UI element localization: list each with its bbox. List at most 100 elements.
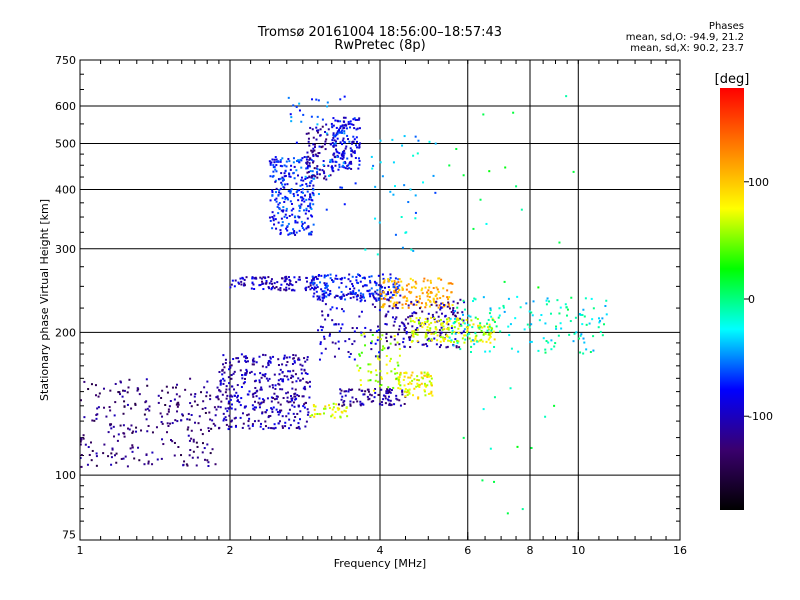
echo-point [359, 404, 362, 407]
echo-point [310, 176, 313, 179]
echo-point [556, 299, 559, 302]
echo-point [470, 319, 473, 322]
echo-point [422, 181, 425, 184]
echo-point [233, 285, 236, 288]
echo-point [273, 214, 276, 217]
echo-point [301, 188, 304, 191]
echo-point [324, 130, 327, 133]
echo-point [285, 415, 288, 418]
echo-point [157, 401, 160, 404]
echo-point [308, 385, 311, 388]
echo-point [190, 405, 193, 408]
echo-point [356, 294, 359, 297]
echo-point [323, 177, 326, 180]
echo-point [377, 298, 380, 301]
echo-point [279, 187, 282, 190]
echo-point [410, 374, 413, 377]
echo-point [312, 276, 315, 279]
echo-point [409, 292, 412, 295]
echo-point [145, 378, 148, 381]
echo-point [318, 295, 321, 298]
echo-point [287, 233, 290, 236]
echo-point [472, 339, 475, 342]
echo-point [492, 330, 495, 333]
echo-point [370, 370, 373, 373]
echo-point [450, 325, 453, 328]
echo-point [261, 282, 264, 285]
echo-point [349, 280, 352, 283]
echo-point [590, 297, 593, 300]
echo-point [400, 216, 403, 219]
echo-point [323, 282, 326, 285]
echo-point [272, 219, 275, 222]
echo-point [333, 143, 336, 146]
echo-point [297, 357, 300, 360]
echo-point [291, 381, 294, 384]
echo-point [236, 384, 239, 387]
echo-point [80, 438, 83, 441]
echo-point [440, 322, 443, 325]
echo-point [456, 311, 459, 314]
echo-point [344, 123, 347, 126]
echo-point [301, 191, 304, 194]
echo-point [384, 402, 387, 405]
echo-point [453, 330, 456, 333]
echo-point [292, 207, 295, 210]
echo-point [333, 134, 336, 137]
echo-point [343, 276, 346, 279]
echo-point [565, 306, 568, 309]
echo-point [230, 283, 233, 286]
echo-point [339, 125, 342, 128]
echo-point [499, 330, 502, 333]
echo-point [303, 385, 306, 388]
echo-point [306, 408, 309, 411]
echo-point [316, 298, 319, 301]
echo-point [276, 395, 279, 398]
echo-point [131, 431, 134, 434]
echo-point [313, 177, 316, 180]
echo-point [279, 231, 282, 234]
echo-point [167, 408, 170, 411]
echo-point [403, 135, 406, 138]
echo-point [130, 407, 133, 410]
echo-point [294, 415, 297, 418]
echo-point [585, 348, 588, 351]
echo-point [342, 116, 345, 119]
echo-point [359, 367, 362, 370]
echo-point [378, 351, 381, 354]
echo-point [283, 172, 286, 175]
echo-point [251, 276, 254, 279]
echo-point [171, 440, 174, 443]
echo-point [426, 326, 429, 329]
echo-point [429, 375, 432, 378]
echo-point [605, 313, 608, 316]
echo-point [450, 339, 453, 342]
echo-point [490, 326, 493, 329]
echo-point [364, 299, 367, 302]
echo-point [382, 304, 385, 307]
echo-point [282, 378, 285, 381]
echo-point [545, 340, 548, 343]
echo-point [342, 156, 345, 159]
echo-point [269, 357, 272, 360]
echo-point [397, 290, 400, 293]
echo-point [325, 208, 328, 211]
echo-point [215, 408, 218, 411]
echo-point [129, 447, 132, 450]
echo-point [283, 288, 286, 291]
echo-point [430, 384, 433, 387]
echo-point [293, 195, 296, 198]
echo-point [312, 192, 315, 195]
echo-point [325, 274, 328, 277]
echo-point [292, 369, 295, 372]
echo-point [232, 358, 235, 361]
y-tick-label: 600 [55, 100, 76, 113]
echo-point [355, 140, 358, 143]
echo-point [433, 317, 436, 320]
echo-point [279, 388, 282, 391]
echo-point [342, 120, 345, 123]
echo-point [423, 374, 426, 377]
echo-point [350, 155, 353, 158]
echo-point [277, 178, 280, 181]
echo-point [292, 171, 295, 174]
